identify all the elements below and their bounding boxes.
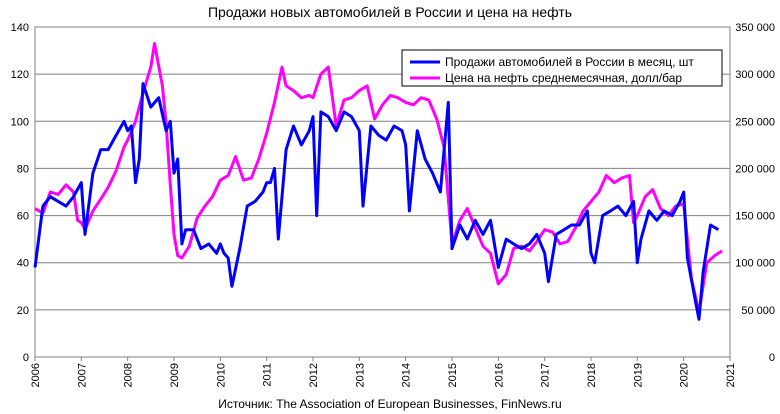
y-right-tick-label: 300 000 xyxy=(735,69,775,81)
y-right-tick-label: 250 000 xyxy=(735,116,775,128)
x-tick-label: 2013 xyxy=(354,363,366,387)
y-left-tick-label: 0 xyxy=(23,352,29,364)
x-tick-label: 2010 xyxy=(215,363,227,387)
x-tick-label: 2020 xyxy=(679,363,691,387)
grid xyxy=(35,73,730,311)
x-tick-label: 2011 xyxy=(262,363,274,387)
y-right-tick-label: 350 000 xyxy=(735,22,775,34)
x-tick-label: 2015 xyxy=(447,363,459,387)
x-tick-label: 2008 xyxy=(123,363,135,387)
y-left-tick-label: 60 xyxy=(17,211,29,223)
x-tick-label: 2006 xyxy=(30,363,42,387)
x-tick-label: 2007 xyxy=(76,363,88,387)
y-right-tick-label: 100 000 xyxy=(735,258,775,270)
legend-label: Цена на нефть среднемесячная, долл/бар xyxy=(445,71,682,85)
x-tick-label: 2012 xyxy=(308,363,320,387)
y-left-tick-label: 100 xyxy=(11,116,29,128)
y-left-tick-label: 80 xyxy=(17,163,29,175)
plot-area-border xyxy=(34,26,731,358)
series-lines xyxy=(33,42,723,321)
x-tick-label: 2016 xyxy=(493,363,505,387)
y-left-tick-label: 120 xyxy=(11,69,29,81)
x-tick-label: 2021 xyxy=(725,363,737,387)
source-note: Источник: The Association of European Bu… xyxy=(218,397,561,411)
y-left-tick-label: 20 xyxy=(17,305,29,317)
x-tick-label: 2019 xyxy=(632,363,644,387)
series-line-car-sales xyxy=(33,82,720,321)
y-right-tick-label: 200 000 xyxy=(735,163,775,175)
y-right-tick-label: 50 000 xyxy=(741,305,775,317)
y-left-tick-label: 140 xyxy=(11,22,29,34)
y-right-tick-label: 150 000 xyxy=(735,211,775,223)
legend: Продажи автомобилей в России в месяц, шт… xyxy=(401,49,723,87)
axis-ticks: 0 20 40 60 80 100 120 140 0 50 000 100 000 150 000 2… xyxy=(11,22,775,387)
x-tick-label: 2017 xyxy=(540,363,552,387)
legend-box xyxy=(401,49,723,87)
x-tick-label: 2009 xyxy=(169,363,181,387)
y-right-tick-label: 0 xyxy=(769,352,775,364)
x-tick-label: 2018 xyxy=(586,363,598,387)
y-left-tick-label: 40 xyxy=(17,258,29,270)
legend-label: Продажи автомобилей в России в месяц, шт xyxy=(445,55,694,69)
x-tick-label: 2014 xyxy=(401,363,413,387)
chart-title: Продажи новых автомобилей в России и цен… xyxy=(208,4,572,20)
